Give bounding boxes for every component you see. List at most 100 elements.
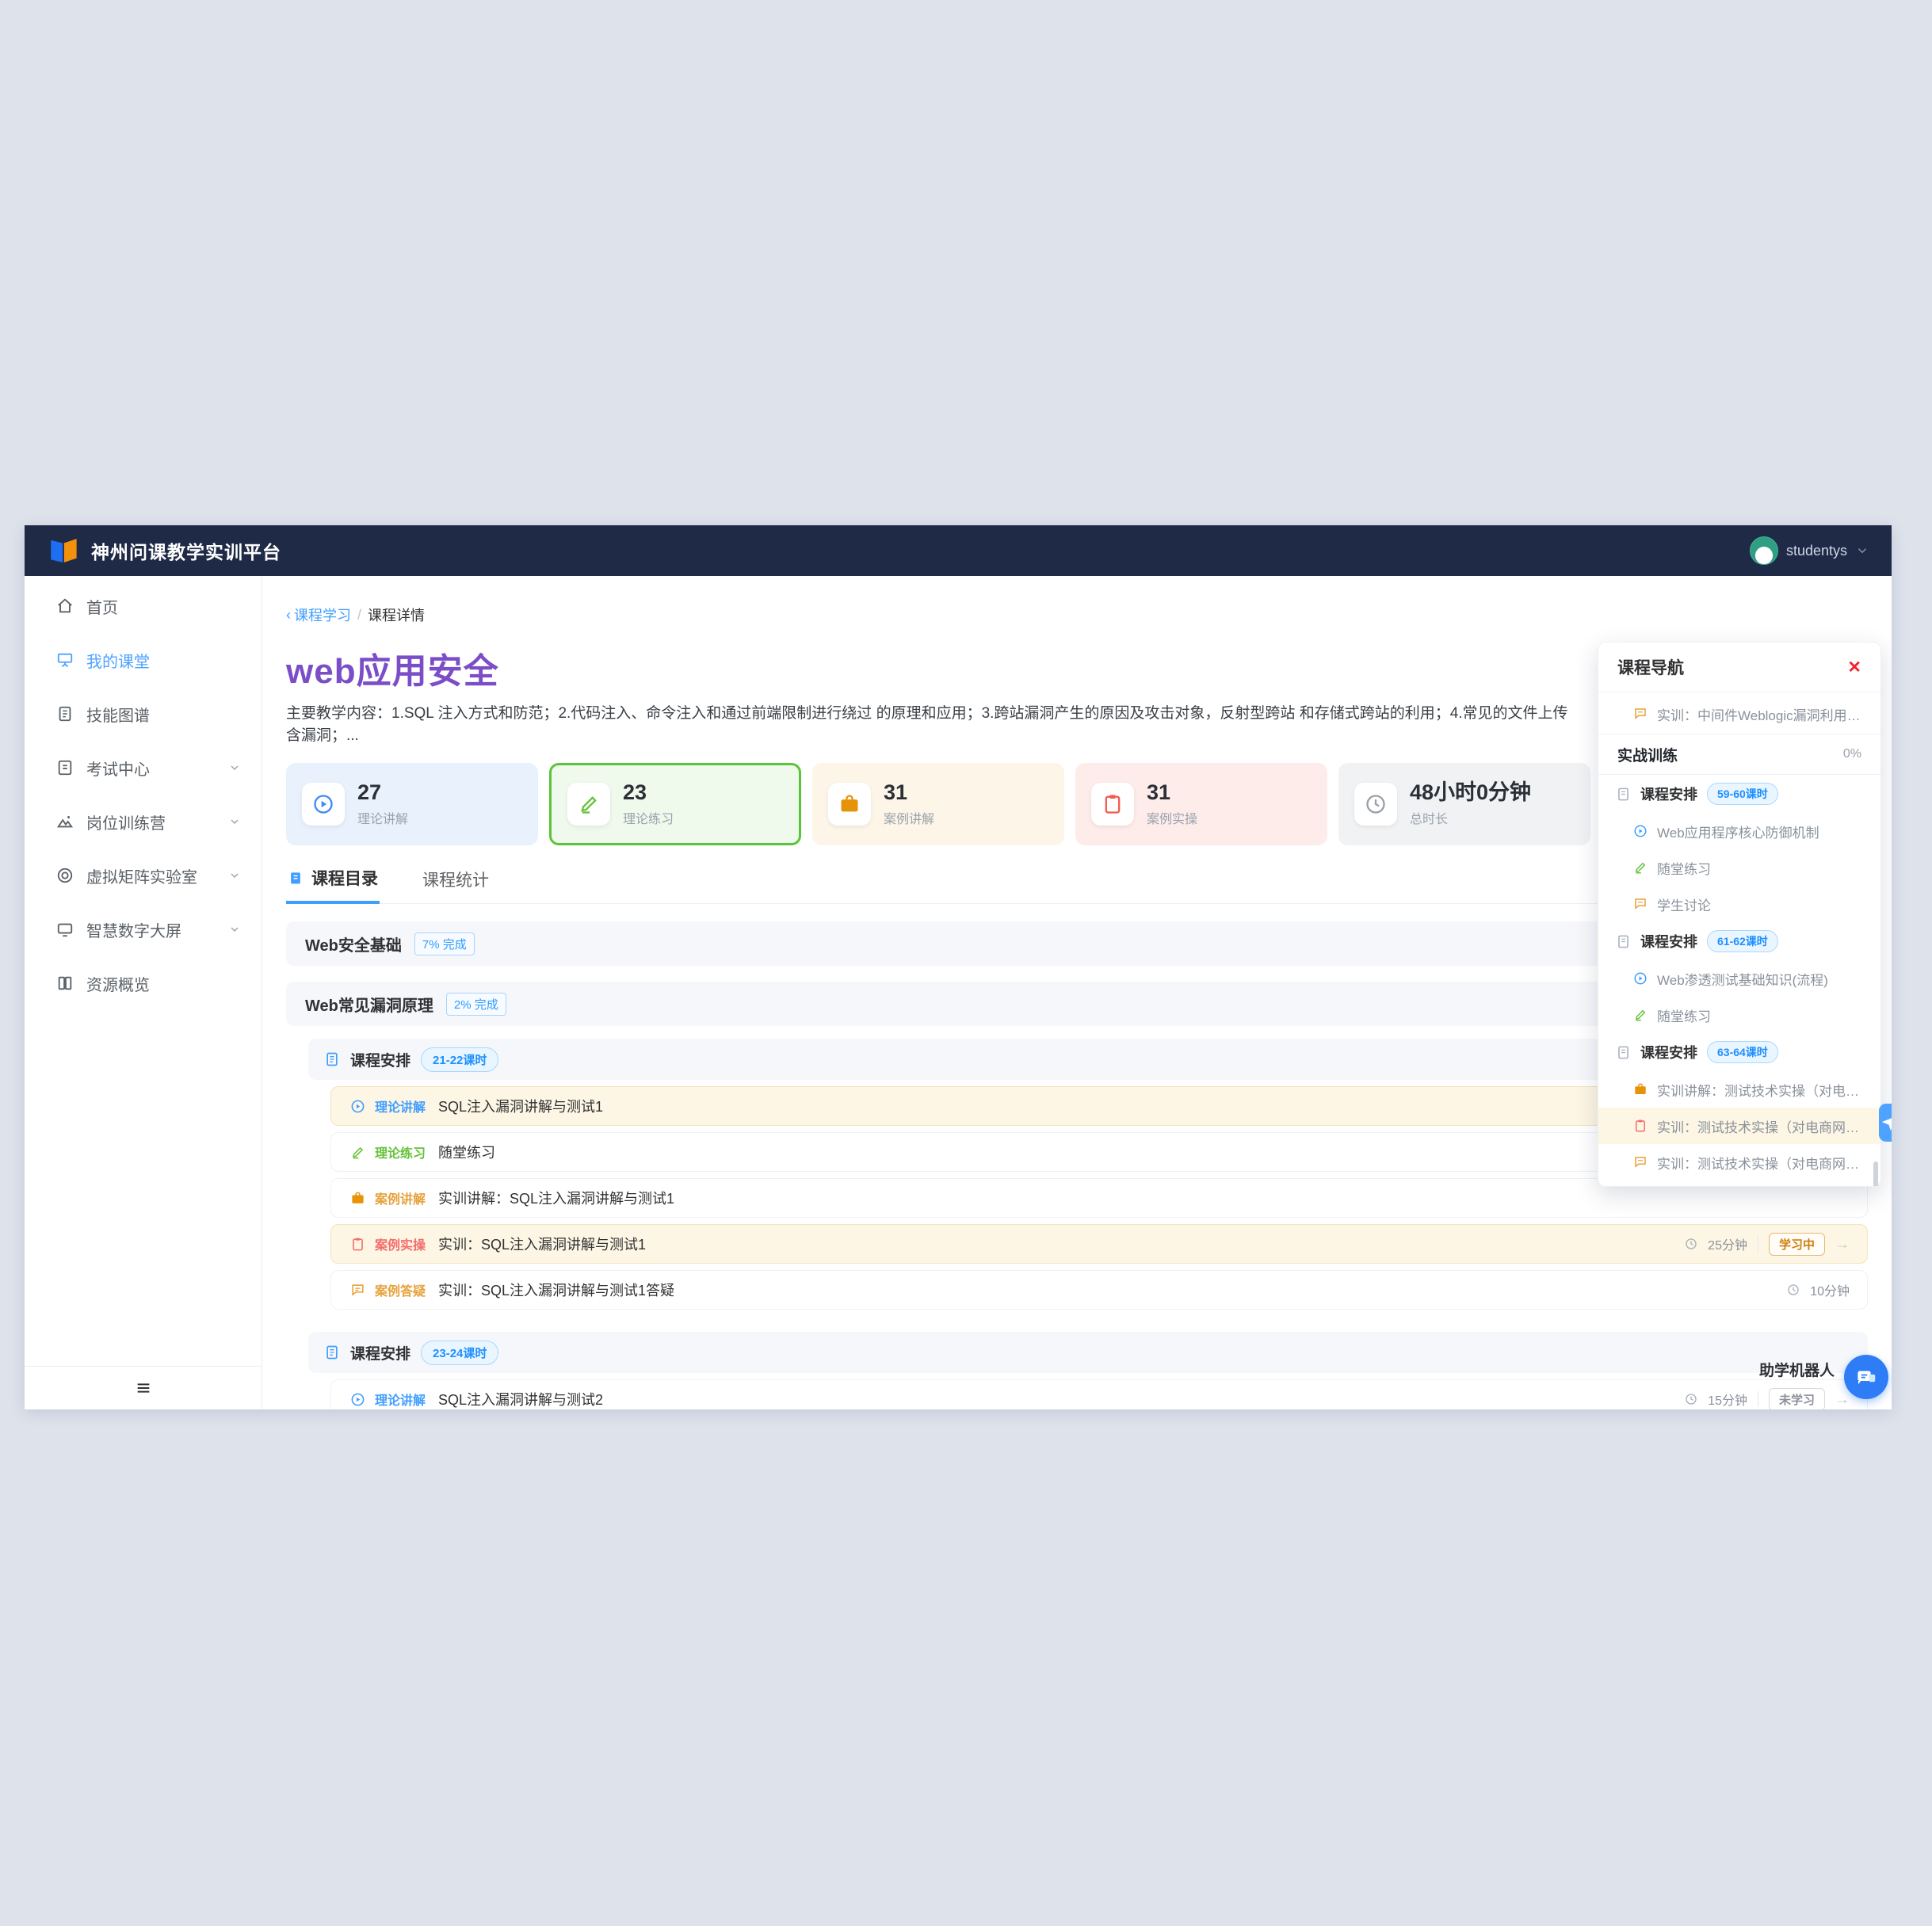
tab-course-catalog[interactable]: 课程目录	[286, 866, 380, 904]
lesson-row[interactable]: 案例答疑 实训：SQL注入漏洞讲解与测试1答疑 10分钟	[330, 1270, 1868, 1310]
clock-icon	[1686, 1238, 1697, 1249]
lesson-type: 案例答疑	[375, 1285, 426, 1299]
assistant-robot-button[interactable]	[1844, 1355, 1888, 1399]
sidebar-item-resource-overview[interactable]: 资源概览	[25, 956, 262, 1010]
breadcrumb-current: 课程详情	[368, 608, 426, 624]
section-title: 课程安排	[350, 1052, 411, 1070]
pencil-icon	[352, 1146, 364, 1158]
section-23-24[interactable]: 课程安排 23-24课时	[308, 1332, 1868, 1373]
lesson-row[interactable]: 理论讲解 SQL注入漏洞讲解与测试2 15分钟 未学习 →	[330, 1379, 1868, 1409]
sidebar-item-home[interactable]: 首页	[25, 579, 262, 633]
stat-card-case-practice[interactable]: 31 案例实操	[1075, 763, 1327, 845]
status-badge: 未学习	[1768, 1387, 1825, 1409]
panel-scrollbar[interactable]	[1873, 1161, 1878, 1186]
panel-group-61-62[interactable]: 课程安排 61-62课时	[1598, 922, 1880, 960]
panel-item[interactable]: 随堂练习	[1598, 849, 1880, 886]
stat-value: 23	[623, 780, 647, 804]
lesson-title: SQL注入漏洞讲解与测试1	[438, 1099, 604, 1115]
sidebar-item-exam-center[interactable]: 考试中心	[25, 741, 262, 795]
app-logo-icon	[51, 539, 77, 563]
status-badge: 学习中	[1768, 1232, 1825, 1256]
hours-badge: 59-60课时	[1707, 783, 1778, 805]
play-circle-icon	[1634, 825, 1647, 837]
sidebar-item-label: 资源概览	[86, 976, 150, 994]
stat-label: 理论讲解	[357, 813, 409, 827]
stat-value: 31	[1147, 780, 1171, 804]
app-title: 神州问课教学实训平台	[91, 542, 281, 563]
sidebar-item-my-classroom[interactable]: 我的课堂	[25, 633, 262, 687]
lesson-title: 实训：SQL注入漏洞讲解与测试1	[438, 1237, 647, 1253]
chapter-progress-badge: 2% 完成	[445, 992, 506, 1016]
sidebar-item-virtual-lab[interactable]: 虚拟矩阵实验室	[25, 849, 262, 902]
paper-plane-icon	[1881, 1118, 1892, 1131]
panel-item[interactable]: Web应用程序核心防御机制	[1598, 813, 1880, 849]
avatar[interactable]	[1749, 536, 1778, 565]
lesson-duration: 10分钟	[1810, 1285, 1850, 1299]
pencil-icon	[1635, 862, 1646, 874]
tab-course-statistics[interactable]: 课程统计	[422, 871, 489, 890]
pencil-icon	[581, 796, 597, 814]
classroom-board-icon	[57, 653, 73, 667]
stat-card-theory-lecture[interactable]: 27 理论讲解	[286, 763, 538, 845]
sidebar-item-label: 虚拟矩阵实验室	[86, 868, 197, 887]
clipboard-icon	[1105, 795, 1121, 814]
play-circle-icon	[351, 1100, 365, 1112]
clipboard-icon	[353, 1238, 363, 1250]
user-menu[interactable]: studentys	[1749, 536, 1869, 565]
panel-item[interactable]: 学生讨论	[1598, 886, 1880, 922]
section-title: 课程安排	[350, 1345, 411, 1363]
document-icon	[1618, 1046, 1628, 1058]
breadcrumb: ‹ 课程学习 / 课程详情	[286, 604, 1868, 625]
content-tabs: 课程目录 课程统计	[286, 866, 1868, 904]
close-icon[interactable]: ✕	[1847, 658, 1861, 677]
panel-item[interactable]: Web渗透测试基础知识(流程)	[1598, 960, 1880, 997]
panel-item[interactable]: 随堂练习	[1598, 997, 1880, 1033]
lesson-type: 理论练习	[375, 1147, 426, 1161]
lesson-title: 随堂练习	[438, 1145, 496, 1161]
chevron-down-icon	[1858, 548, 1867, 554]
clock-icon	[1788, 1284, 1799, 1295]
panel-item[interactable]: 实训：中间件Weblogic漏洞利用…	[1598, 694, 1880, 734]
panel-section-practical-training[interactable]: 实战训练 0%	[1598, 734, 1880, 775]
camp-icon	[57, 816, 74, 828]
stat-card-case-lecture[interactable]: 31 案例讲解	[812, 763, 1064, 845]
chapter-title: Web安全基础	[305, 936, 402, 955]
sidebar-item-label: 岗位训练营	[86, 814, 166, 833]
sidebar-item-smart-screen[interactable]: 智慧数字大屏	[25, 902, 262, 956]
stat-card-total-duration[interactable]: 48小时0分钟 总时长	[1338, 763, 1590, 845]
sidebar-item-training-camp[interactable]: 岗位训练营	[25, 795, 262, 849]
stat-label: 总时长	[1410, 813, 1449, 827]
panel-item-current[interactable]: 实训：测试技术实操（对电商网…	[1598, 1108, 1880, 1144]
panel-header: 课程导航 ✕	[1598, 643, 1880, 692]
chevron-down-icon	[231, 927, 239, 932]
play-circle-icon	[351, 1393, 365, 1405]
lesson-title: 实训讲解：SQL注入漏洞讲解与测试1	[438, 1191, 675, 1207]
lesson-duration: 25分钟	[1708, 1239, 1747, 1253]
chat-bubble-icon	[1635, 1157, 1646, 1168]
chevron-down-icon	[231, 765, 239, 770]
document-icon	[1618, 935, 1628, 948]
breadcrumb-back-link[interactable]: ‹ 课程学习	[286, 606, 351, 624]
assistant-label: 助学机器人	[1758, 1363, 1835, 1379]
lesson-row-current[interactable]: 案例实操 实训：SQL注入漏洞讲解与测试1 25分钟 学习中 →	[330, 1224, 1868, 1264]
lesson-type: 理论讲解	[375, 1394, 426, 1408]
app-header: 神州问课教学实训平台 studentys	[25, 525, 1892, 576]
sidebar-item-skill-map[interactable]: 技能图谱	[25, 687, 262, 741]
section-progress: 0%	[1842, 747, 1861, 761]
panel-item[interactable]: 实训：测试技术实操（对电商网…	[1598, 1144, 1880, 1180]
chat-bubble-icon	[352, 1283, 364, 1296]
quick-nav-side-tab[interactable]	[1879, 1104, 1892, 1142]
panel-group-59-60[interactable]: 课程安排 59-60课时	[1598, 775, 1880, 813]
lesson-title: 实训：SQL注入漏洞讲解与测试1答疑	[438, 1283, 675, 1299]
chapter-title: Web常见漏洞原理	[305, 997, 433, 1015]
home-icon	[58, 598, 72, 613]
briefcase-icon	[1635, 1083, 1646, 1094]
panel-item[interactable]: 实训讲解：测试技术实操（对电…	[1598, 1071, 1880, 1108]
lesson-type: 案例实操	[375, 1239, 426, 1253]
page-title: web应用安全	[286, 652, 499, 691]
app-window: 神州问课教学实训平台 studentys 首页 我的课堂 技能图谱	[25, 525, 1892, 1409]
stat-card-theory-practice[interactable]: 23 理论练习	[549, 763, 801, 845]
panel-group-63-64[interactable]: 课程安排 63-64课时	[1598, 1033, 1880, 1071]
collapse-sidebar-icon[interactable]	[135, 1379, 152, 1397]
document-icon	[59, 706, 71, 722]
